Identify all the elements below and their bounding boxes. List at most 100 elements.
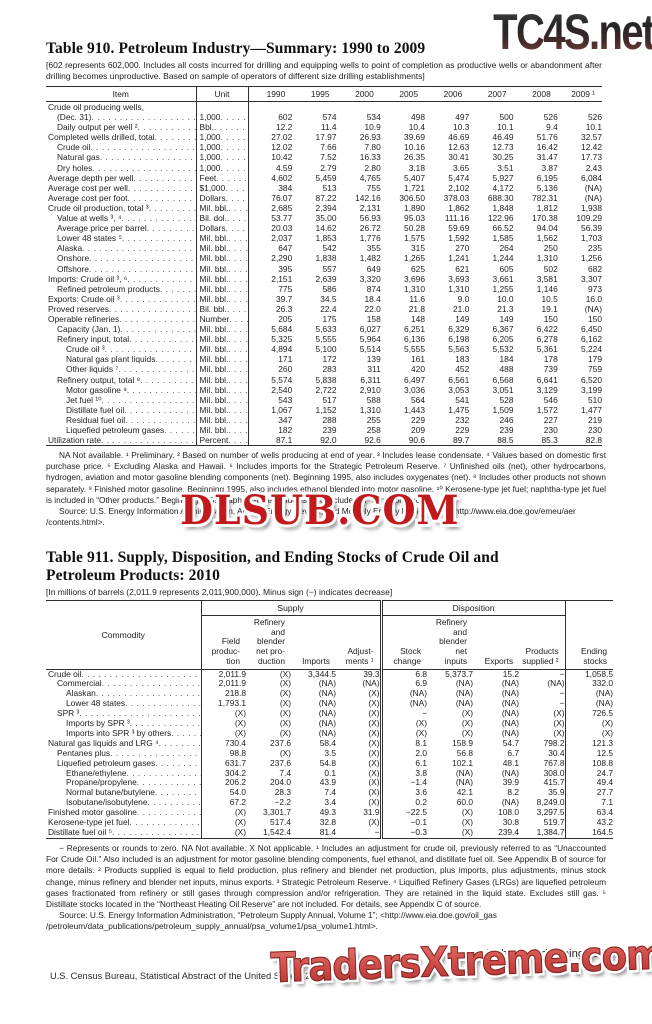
unit-cell: Mil. bbl. [196,243,249,254]
value-cell: 6,450 [581,324,602,335]
value-cell: 49.3 [319,808,336,818]
value-cell: 39.9 [502,778,520,788]
table-row: Lower 48 states1,793.1(X)(NA)(X)(NA)(NA)… [46,699,613,710]
value-cell: (NA) [519,679,566,690]
dot-leader [228,425,247,435]
row-label: Natural gas plant liquids [66,354,156,365]
dot-leader [228,375,247,385]
value-cell: 542 [322,243,337,254]
dot-leader [101,395,195,405]
value-cell: (X) [336,709,383,720]
unit-cell: Mil. bbl. [196,425,249,436]
value-cell: (X) [279,748,291,758]
unit-cell: Mil. bbl. [196,374,249,385]
row-label: Liquefied petroleum gases [66,425,165,435]
unit-label: Bbl. [199,122,214,133]
tc4s-watermark: TC4S.net [493,4,652,60]
dot-leader [92,163,195,173]
value-cell: 6,136 [404,334,425,345]
value-cell: 1,542.4 [263,828,291,838]
value-cell: 775 [278,283,293,294]
value-cell: − [422,709,428,719]
table-row: Natural gas plant liquids Mil. bbl. 171 172… [46,354,602,365]
unit-cell: Mil. bbl. [196,394,249,405]
row-label: Value at wells ³, ⁴ [57,213,122,224]
row-label-cell: Kerosene-type jet fuel [46,818,202,829]
value-cell: 26.72 [359,223,381,234]
value-cell: 3.8 [415,768,428,778]
value-cell: 161 [411,354,425,365]
table-row: Commercial2,011.9(X)(NA)(NA)6.9(NA)(NA)(… [46,679,613,690]
value-cell: 5,474 [448,172,470,183]
value-cell: (X) [336,758,383,769]
unit-cell: Bil. bbl. [196,303,249,314]
table-row: Alaska Mil. bbl. 647 542 355 315 270 264 250 235 [46,243,602,254]
value-cell: 782.31 [532,192,558,203]
value-cell: 229 [411,414,425,425]
value-cell: (NA) [409,699,428,709]
value-cell: 1,384.7 [519,828,566,839]
value-cell: 270 [455,243,470,254]
value-cell: (X) [234,709,246,719]
value-cell: 58.4 [319,738,336,748]
table-row: Distillate fuel oil Mil. bbl. 1,067 1,152 1,… [46,404,602,415]
value-cell: 39.7 [275,293,293,304]
table-row: Ethane/ethylene 304.2 7.4 0.1(X) 3.8 (NA) (NA)… [46,768,613,779]
value-cell: 184 [499,354,514,365]
unit-cell: Feet [196,172,249,183]
value-cell: 66.52 [492,223,514,234]
value-cell: 564 [411,394,425,405]
value-cell: 2,011.9 [218,669,246,679]
value-cell: 2,685 [271,202,293,213]
table-row: Refinery input, total Mil. bbl. 5,325 5,555… [46,334,602,345]
value-cell: 2,639 [315,273,337,284]
value-cell: 109.29 [576,213,602,224]
value-cell: 204.0 [270,778,291,788]
value-cell: (NA) [501,719,520,729]
value-cell: 759 [588,364,602,375]
dot-leader [228,385,247,395]
value-cell: 95.03 [404,213,425,224]
column-group-supply: Supply [201,600,383,616]
row-label: Onshore [57,253,90,264]
row-label: Crude oil [48,669,82,679]
dot-leader [109,304,195,314]
value-cell: 3,693 [448,273,470,284]
value-cell: (NA) [455,679,474,689]
value-cell: 5,361 [536,344,558,355]
value-cell: 6.8 [415,669,428,679]
value-cell: 18.4 [364,293,381,304]
unit-cell: Mil. bbl. [196,334,249,345]
table-row: (Dec. 31) 1,000 602 574 534 498 497 500 526 526 [46,112,602,123]
value-cell: 2,722 [315,384,337,395]
unit-label: Bil. dol. [199,213,227,224]
unit-label: Mil. bbl. [199,253,229,264]
dot-leader [155,788,200,798]
value-cell: 1,058.5 [585,669,614,679]
row-label-cell: Imports into SPR ³ by others [46,728,202,739]
value-cell: 0.1 [324,768,336,778]
table-910: Item Unit 1990 1995 2000 2005 2006 2007 2008 2009… [46,86,602,447]
value-cell: 8.1 [415,738,428,748]
unit-label: Mil. bbl. [199,404,229,415]
unit-label: Mil. bbl. [199,334,229,345]
column-header-item: Item [46,86,197,102]
value-cell: 5,633 [315,324,337,335]
value-cell: 76.07 [271,192,293,203]
value-cell: 4.59 [275,162,293,173]
column-header-year: 2000 [336,86,381,102]
dot-leader [91,112,195,122]
supply-disposition-table: Commodity Supply Disposition Ending stocks F… [46,600,614,839]
dot-leader [129,818,200,828]
value-cell: 8,249.0 [519,798,566,809]
value-cell: 1,265 [404,253,425,264]
value-cell: 39.69 [404,132,425,143]
row-label-cell: Daily output per well ² [46,122,197,133]
dot-leader [220,132,247,142]
value-cell: 27.02 [271,132,293,143]
unit-label: Dollars [199,192,226,203]
value-cell: 2,910 [359,384,381,395]
value-cell: (X) [234,728,246,738]
value-cell: 239 [499,425,514,435]
